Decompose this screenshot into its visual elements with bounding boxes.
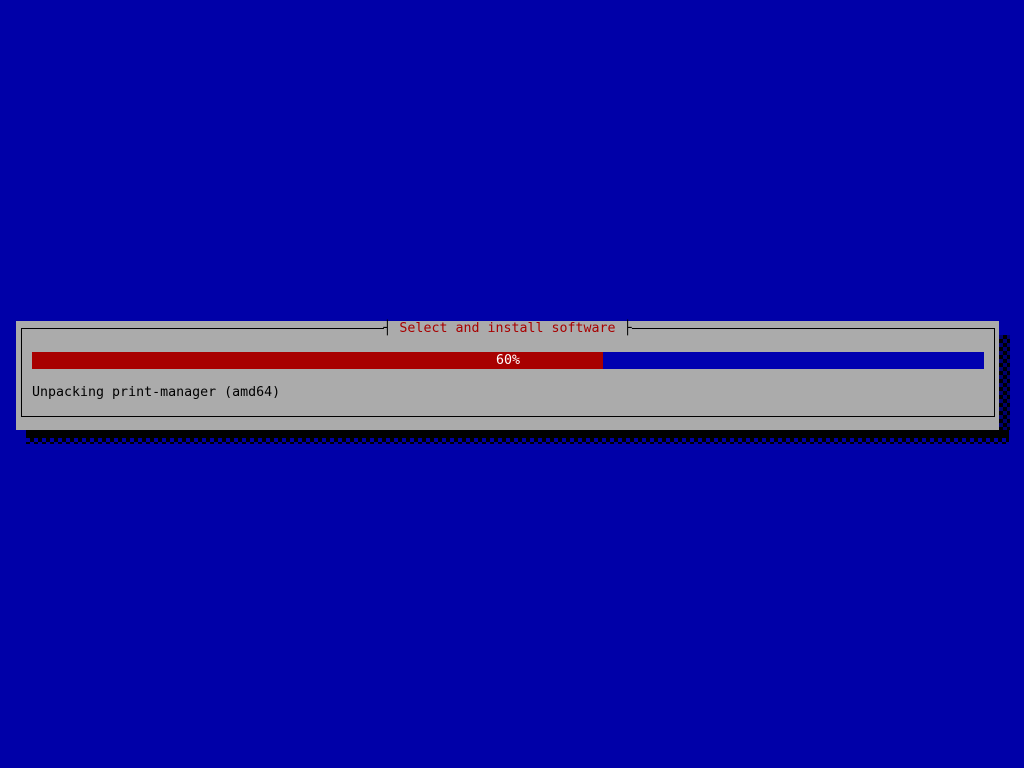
progress-bar-fill (32, 352, 604, 369)
dialog-title: ┤ Select and install software ├ (383, 321, 632, 336)
progress-bar: 60% (32, 352, 984, 369)
dialog-shadow-bottom (26, 430, 1009, 444)
title-tee-left: ┤ (383, 321, 392, 336)
status-text: Unpacking print-manager (amd64) (32, 385, 281, 400)
dialog-title-text: Select and install software (399, 321, 616, 336)
dialog-border (21, 328, 995, 417)
progress-percent-label: 60% (495, 353, 521, 368)
dialog-shadow-right (999, 335, 1010, 430)
title-tee-right: ├ (623, 321, 632, 336)
install-progress-dialog: ┤ Select and install software ├ 60% Unpack… (16, 321, 999, 430)
